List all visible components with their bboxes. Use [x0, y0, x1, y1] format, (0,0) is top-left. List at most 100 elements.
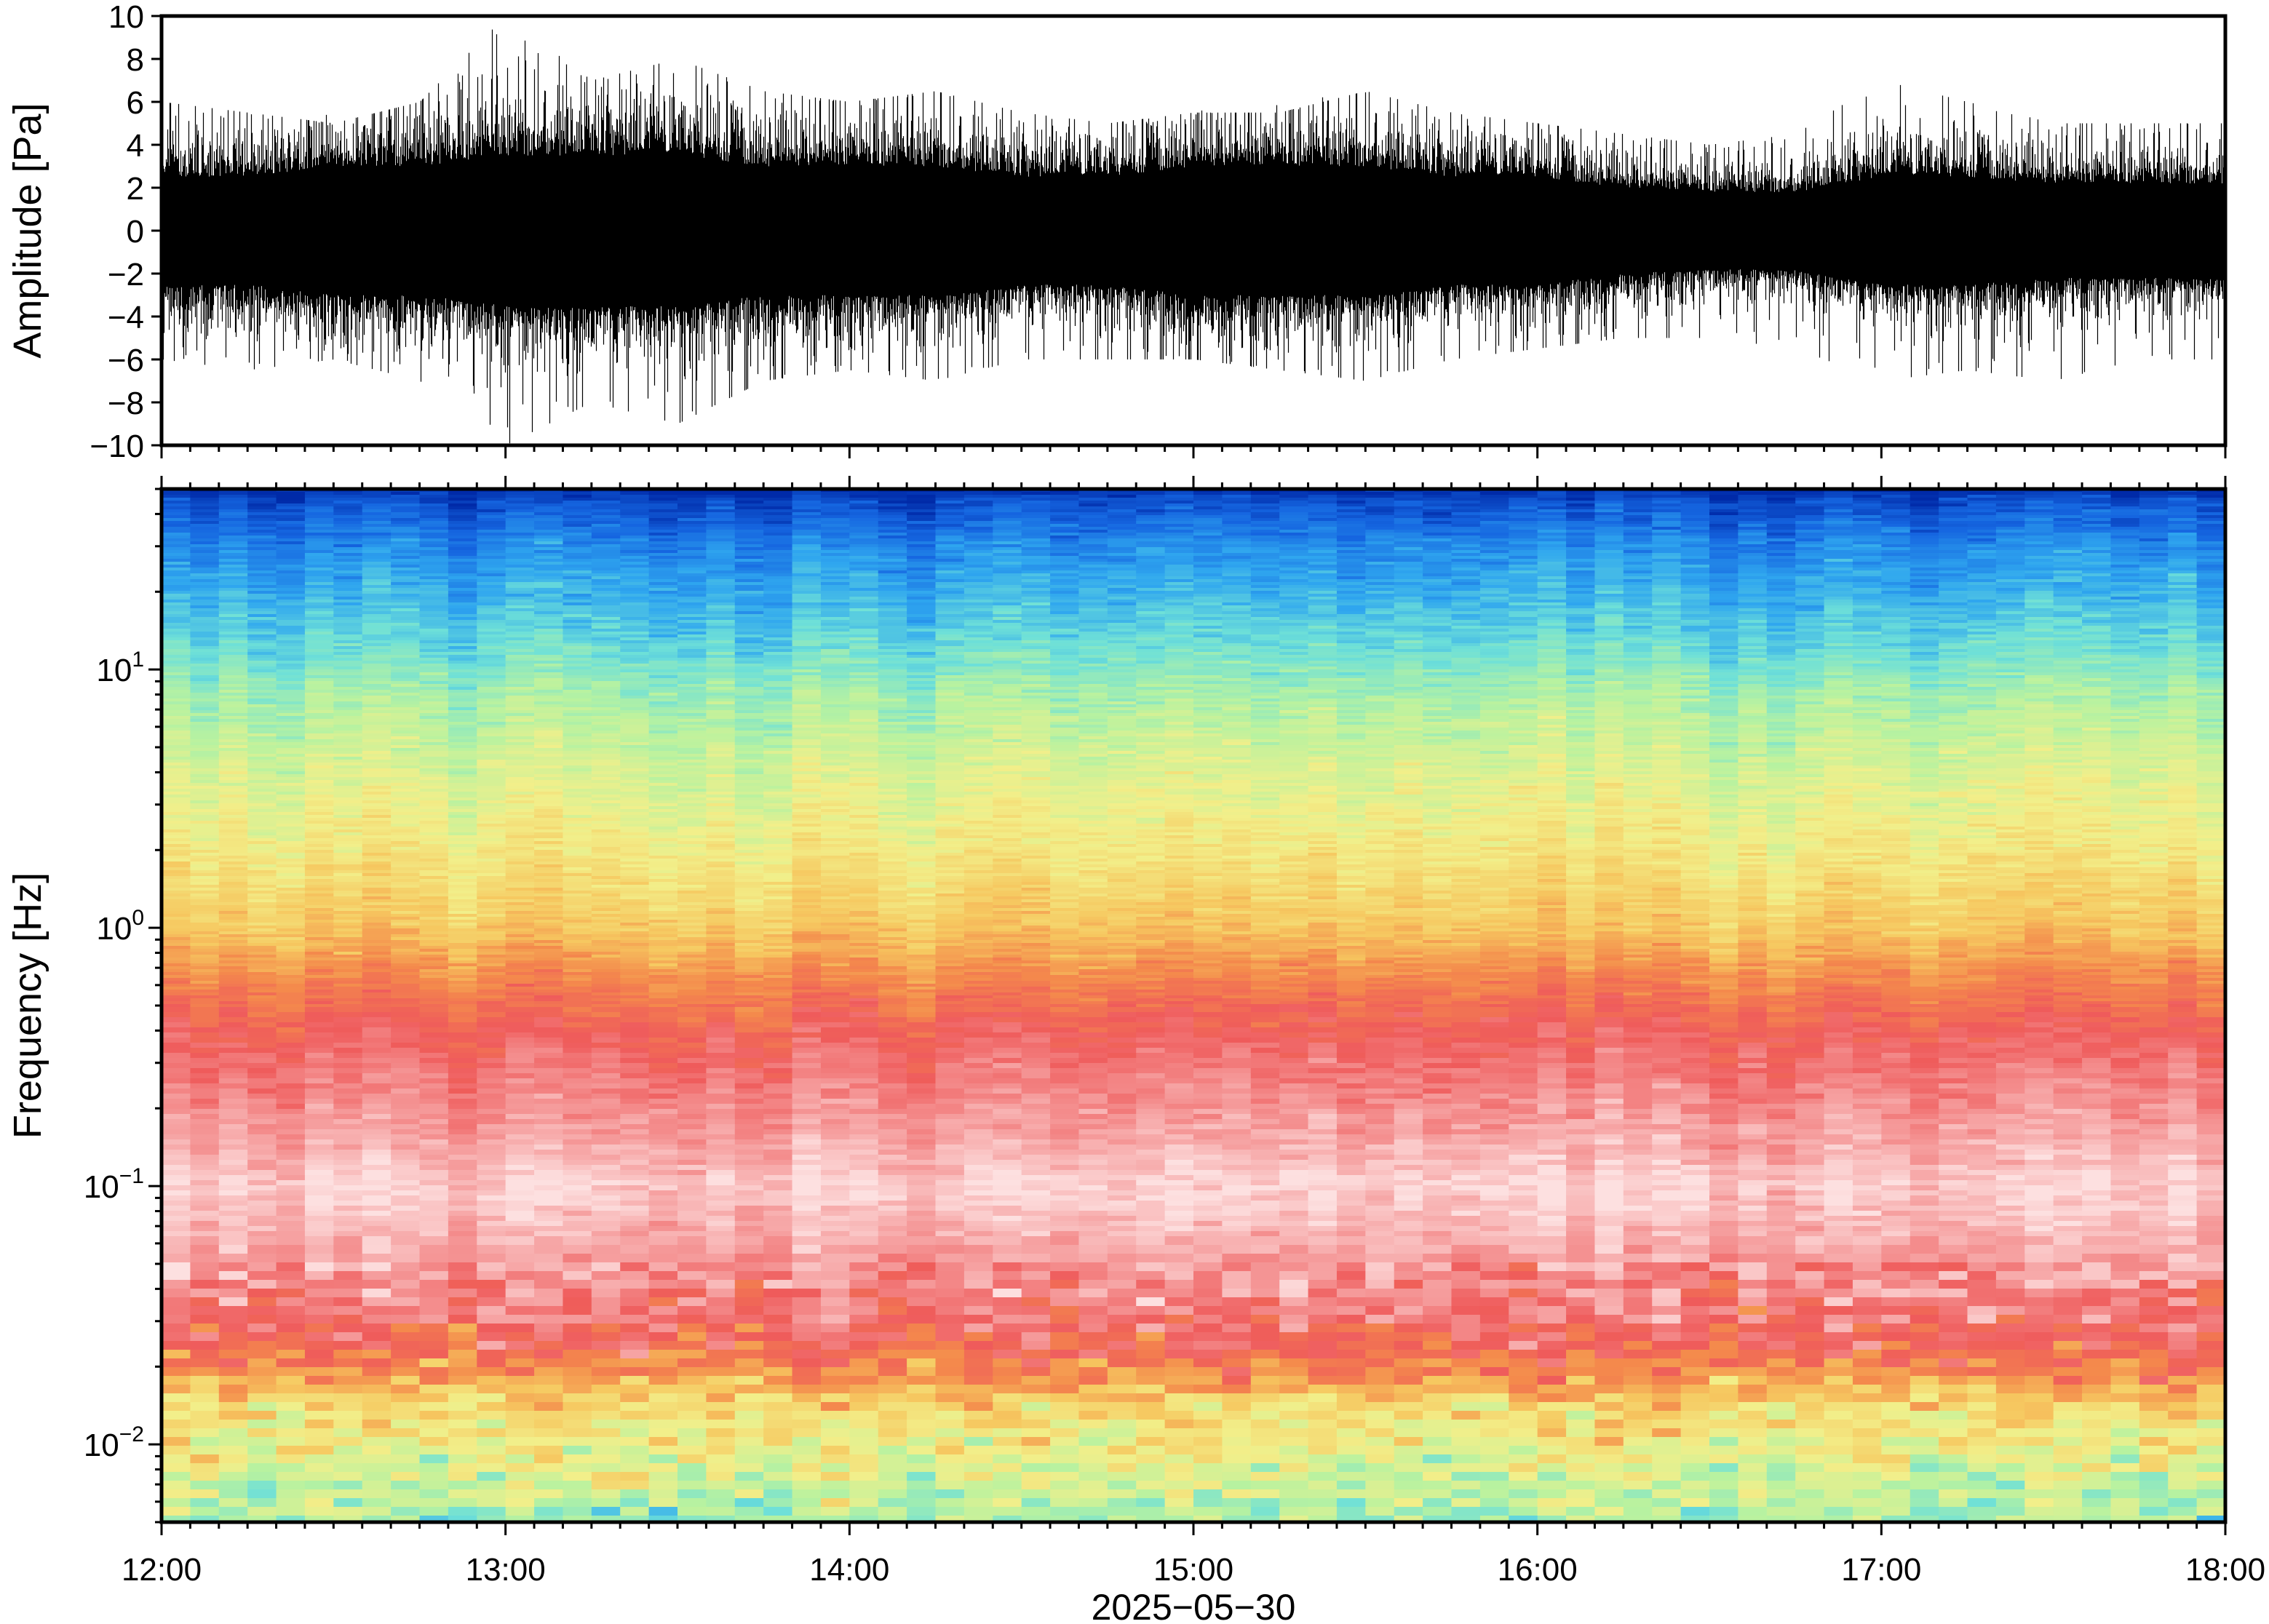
spectrogram-cell [849, 556, 879, 560]
spectrogram-cell [448, 562, 478, 565]
spectrogram-cell [477, 495, 506, 498]
spectrogram-cell [2053, 509, 2083, 513]
spectrogram-cell [1451, 533, 1481, 536]
spectrogram-cell [1766, 672, 1796, 676]
spectrogram-cell [706, 498, 736, 501]
spectrogram-cell [1394, 600, 1423, 603]
spectrogram-cell [1566, 643, 1596, 647]
spectrogram-cell [1652, 652, 1682, 656]
spectrogram-cell [2024, 498, 2054, 501]
spectrogram-cell [1365, 521, 1395, 525]
spectrogram-cell [1824, 495, 1853, 498]
spectrogram-cell [247, 550, 277, 554]
spectrogram-cell [1164, 681, 1194, 685]
spectrogram-cell [1709, 672, 1739, 676]
spectrogram-cell [591, 576, 621, 580]
spectrogram-cell [2139, 506, 2169, 510]
spectrogram-cell [1509, 664, 1538, 667]
spectrogram-cell [907, 611, 937, 615]
spectrogram-cell [878, 568, 907, 571]
spectrogram-cell [534, 509, 564, 513]
spectrogram-cell [1423, 655, 1453, 658]
spectrogram-cell [1050, 678, 1080, 682]
spectrogram-cell [1995, 661, 2026, 664]
spectrogram-cell [1394, 634, 1423, 638]
spectrogram-cell [1652, 643, 1682, 647]
spectrogram-cell [1795, 533, 1825, 536]
spectrogram-cell [2139, 573, 2169, 577]
spectrogram-cell [648, 611, 678, 615]
spectrogram-cell [591, 527, 621, 530]
spectrogram-cell [1136, 684, 1166, 688]
spectrogram-cell [1136, 579, 1166, 583]
spectrogram-cell [304, 684, 335, 688]
spectrogram-cell [1967, 608, 1997, 612]
spectrogram-cell [1967, 512, 1997, 516]
spectrogram-cell [1423, 503, 1453, 507]
spectrogram-cell [1967, 524, 1997, 528]
spectrogram-cell [2110, 669, 2140, 673]
spectrogram-cell [1709, 562, 1739, 565]
spectrogram-cell [1623, 669, 1653, 673]
spectrogram-cell [1222, 556, 1252, 560]
spectrogram-cell [247, 669, 277, 673]
spectrogram-cell [792, 544, 822, 548]
spectrogram-cell [1881, 536, 1911, 539]
spectrogram-cell [677, 527, 707, 530]
spectrogram-cell [993, 570, 1022, 574]
spectrogram-cell [1365, 597, 1395, 600]
spectrogram-cell [1910, 582, 1939, 586]
spectrogram-cell [1594, 559, 1624, 562]
spectrogram-cell [935, 547, 965, 551]
spectrogram-cell [190, 661, 220, 664]
spectrogram-cell [505, 538, 535, 542]
spectrogram-cell [963, 626, 994, 629]
spectrogram-cell [1594, 614, 1624, 618]
spectrogram-cell [2082, 492, 2112, 495]
spectrogram-cell [190, 544, 220, 548]
spectrogram-cell [1652, 565, 1682, 568]
spectrogram-cell [620, 544, 650, 548]
spectrogram-cell [1623, 547, 1653, 551]
spectrogram-cell [1852, 541, 1883, 545]
spectrogram-cell [2139, 661, 2169, 664]
spectrogram-cell [1164, 646, 1194, 650]
spectrogram-cell [706, 646, 736, 650]
spectrogram-cell [1967, 515, 1997, 519]
spectrogram-cell [362, 509, 392, 513]
spectrogram-cell [1766, 565, 1796, 568]
spectrogram-cell [1939, 582, 1968, 586]
spectrogram-cell [648, 661, 678, 664]
spectrogram-cell [419, 602, 449, 606]
spectrogram-cell [1738, 652, 1768, 656]
spectrogram-cell [563, 544, 592, 548]
spectrogram-cell [849, 661, 879, 664]
spectrogram-cell [247, 506, 277, 510]
spectrogram-cell [2139, 632, 2169, 635]
spectrogram-cell [1537, 538, 1567, 542]
spectrogram-cell [591, 658, 621, 661]
spectrogram-cell [706, 521, 736, 525]
spectrogram-cell [1250, 559, 1280, 562]
spectrogram-cell [1939, 678, 1968, 682]
spectrogram-cell [1451, 611, 1481, 615]
spectrogram-cell [534, 602, 564, 606]
spectrogram-cell [993, 524, 1022, 528]
spectrogram-cell [1824, 666, 1853, 670]
spectrogram-cell [935, 608, 965, 612]
spectrogram-cell [878, 664, 907, 667]
spectrogram-cell [878, 620, 907, 624]
spectrogram-cell [2168, 512, 2198, 516]
spectrogram-cell [1193, 559, 1223, 562]
spectrogram-cell [534, 666, 564, 670]
spectrogram-cell [1995, 658, 2026, 661]
spectrogram-cell [1566, 573, 1596, 577]
spectrogram-cell [1652, 568, 1682, 571]
spectrogram-cell [820, 509, 851, 513]
spectrogram-cell [1308, 658, 1338, 661]
spectrogram-cell [734, 530, 764, 533]
spectrogram-cell [1164, 666, 1194, 670]
spectrogram-cell [2168, 515, 2198, 519]
spectrogram-cell [677, 594, 707, 597]
spectrogram-cell [1995, 568, 2026, 571]
